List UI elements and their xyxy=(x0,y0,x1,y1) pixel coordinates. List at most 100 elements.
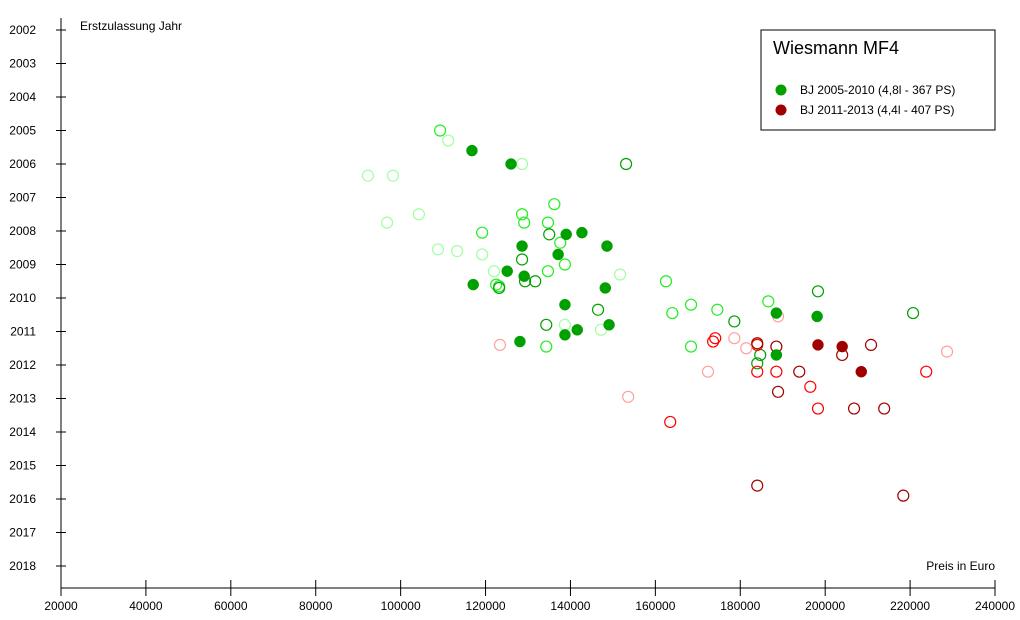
y-tick-label: 2017 xyxy=(9,526,36,540)
x-tick-label: 140000 xyxy=(550,599,590,613)
data-point-open-lime xyxy=(541,265,555,278)
data-point-open-pink xyxy=(701,365,715,378)
y-tick-label: 2011 xyxy=(10,325,36,339)
y-tick-label: 2007 xyxy=(9,191,36,205)
data-point-open-pink xyxy=(940,345,954,358)
x-tick-label: 180000 xyxy=(720,599,760,613)
data-point-open-lime xyxy=(666,306,679,320)
data-point-open-darkred xyxy=(864,338,878,351)
data-point-open-darkgreen xyxy=(515,253,529,266)
y-tick-label: 2013 xyxy=(9,392,36,406)
data-point-open-darkgreen xyxy=(529,275,542,288)
data-point-open-darkred xyxy=(897,489,910,502)
data-point-open-red xyxy=(804,380,817,393)
data-point-open-lime xyxy=(558,258,572,271)
legend: Wiesmann MF4 BJ 2005-2010 (4,8l - 367 PS… xyxy=(760,29,996,131)
data-point-bj-2005-2010-4-8l-367-ps- xyxy=(516,240,528,252)
x-tick-label: 80000 xyxy=(299,599,333,613)
data-point-open-darkred xyxy=(793,365,806,378)
x-ticks: 20000 40000 60000 80000 100000 120000 140000 16… xyxy=(44,580,1015,613)
data-point-bj-2005-2010-4-8l-367-ps- xyxy=(518,270,530,282)
chart-title: Wiesmann MF4 xyxy=(773,38,899,58)
y-tick-label: 2010 xyxy=(9,291,36,305)
y-axis-label: Erstzulassung Jahr xyxy=(80,19,182,33)
y-tick-label: 2016 xyxy=(9,492,36,506)
data-point-bj-2005-2010-4-8l-367-ps- xyxy=(466,144,478,157)
data-point-open-pink xyxy=(728,332,741,345)
data-point-open-lime xyxy=(548,198,561,211)
data-point-open-lime xyxy=(515,208,529,221)
data-point-open-darkred xyxy=(771,385,785,398)
data-point-bj-2005-2010-4-8l-367-ps- xyxy=(770,349,783,361)
data-point-bj-2005-2010-4-8l-367-ps- xyxy=(560,228,572,241)
data-point-open-lightgreen xyxy=(558,318,572,331)
data-point-bj-2005-2010-4-8l-367-ps- xyxy=(467,278,479,291)
data-point-open-darkred xyxy=(751,337,764,350)
data-point-open-darkred xyxy=(751,479,764,492)
legend-marker-2005-2010 xyxy=(775,84,787,96)
data-point-open-darkgreen xyxy=(751,357,764,370)
data-point-open-darkgreen xyxy=(543,228,556,241)
data-point-bj-2005-2010-4-8l-367-ps- xyxy=(514,335,526,348)
data-point-bj-2005-2010-4-8l-367-ps- xyxy=(601,240,613,252)
legend-marker-2011-2013 xyxy=(775,104,787,116)
y-tick-label: 2015 xyxy=(9,459,36,473)
y-tick-label: 2006 xyxy=(9,157,36,171)
data-point-open-pink xyxy=(740,342,753,355)
data-point-open-lightgreen xyxy=(412,208,425,221)
data-point-bj-2011-2013-4-4l-407-ps- xyxy=(855,365,868,378)
axes xyxy=(60,18,995,589)
data-point-open-lime xyxy=(554,236,567,249)
x-tick-label: 240000 xyxy=(975,599,1015,613)
data-point-open-lightgreen xyxy=(431,243,445,256)
data-point-bj-2005-2010-4-8l-367-ps- xyxy=(552,248,564,261)
data-point-open-red xyxy=(770,365,783,378)
data-point-open-lightgreen xyxy=(380,216,394,229)
data-points xyxy=(361,124,954,502)
data-point-open-darkgreen xyxy=(540,318,553,331)
data-point-open-lightgreen xyxy=(614,268,627,281)
data-point-open-lightgreen xyxy=(386,169,400,182)
data-point-bj-2011-2013-4-4l-407-ps- xyxy=(812,339,824,351)
data-point-open-lightgreen xyxy=(487,265,501,278)
data-point-open-lime xyxy=(711,303,724,316)
data-point-open-darkred xyxy=(847,402,861,415)
data-point-bj-2005-2010-4-8l-367-ps- xyxy=(811,310,823,323)
data-point-open-lime xyxy=(684,340,698,353)
legend-label-2005-2010: BJ 2005-2010 (4,8l - 367 PS) xyxy=(800,83,955,97)
data-point-open-red xyxy=(709,332,722,345)
legend-label-2011-2013: BJ 2011-2013 (4,4l - 407 PS) xyxy=(800,103,955,117)
data-point-bj-2005-2010-4-8l-367-ps- xyxy=(770,307,783,319)
data-point-open-darkgreen xyxy=(811,285,825,298)
data-point-bj-2005-2010-4-8l-367-ps- xyxy=(576,226,588,239)
data-point-bj-2005-2010-4-8l-367-ps- xyxy=(603,319,615,331)
data-point-bj-2005-2010-4-8l-367-ps- xyxy=(505,158,517,170)
y-tick-label: 2009 xyxy=(9,258,36,272)
data-point-open-lightgreen xyxy=(515,157,529,171)
x-axis-label: Preis in Euro xyxy=(926,559,995,573)
y-tick-label: 2012 xyxy=(9,358,36,372)
x-tick-label: 160000 xyxy=(635,599,675,613)
data-point-open-red xyxy=(707,335,720,348)
data-point-open-lightgreen xyxy=(451,245,464,258)
data-point-open-darkgreen xyxy=(619,157,633,171)
data-point-open-lime xyxy=(518,216,531,229)
data-point-open-red xyxy=(811,402,825,415)
data-point-open-pink xyxy=(622,390,635,403)
legend-box xyxy=(760,29,996,131)
data-point-open-darkgreen xyxy=(906,306,920,320)
data-point-bj-2005-2010-4-8l-367-ps- xyxy=(571,324,583,336)
y-tick-label: 2005 xyxy=(9,124,36,138)
y-tick-label: 2014 xyxy=(9,425,36,439)
x-tick-label: 40000 xyxy=(129,599,163,613)
data-point-open-lime xyxy=(476,226,489,239)
y-tick-label: 2018 xyxy=(9,559,36,573)
data-point-open-red xyxy=(751,365,764,378)
x-tick-label: 20000 xyxy=(44,599,78,613)
data-point-open-lime xyxy=(434,124,447,137)
data-point-open-darkgreen xyxy=(728,315,741,328)
y-tick-label: 2003 xyxy=(9,57,36,71)
y-tick-label: 2008 xyxy=(9,224,36,238)
data-point-open-lightgreen xyxy=(361,169,375,182)
